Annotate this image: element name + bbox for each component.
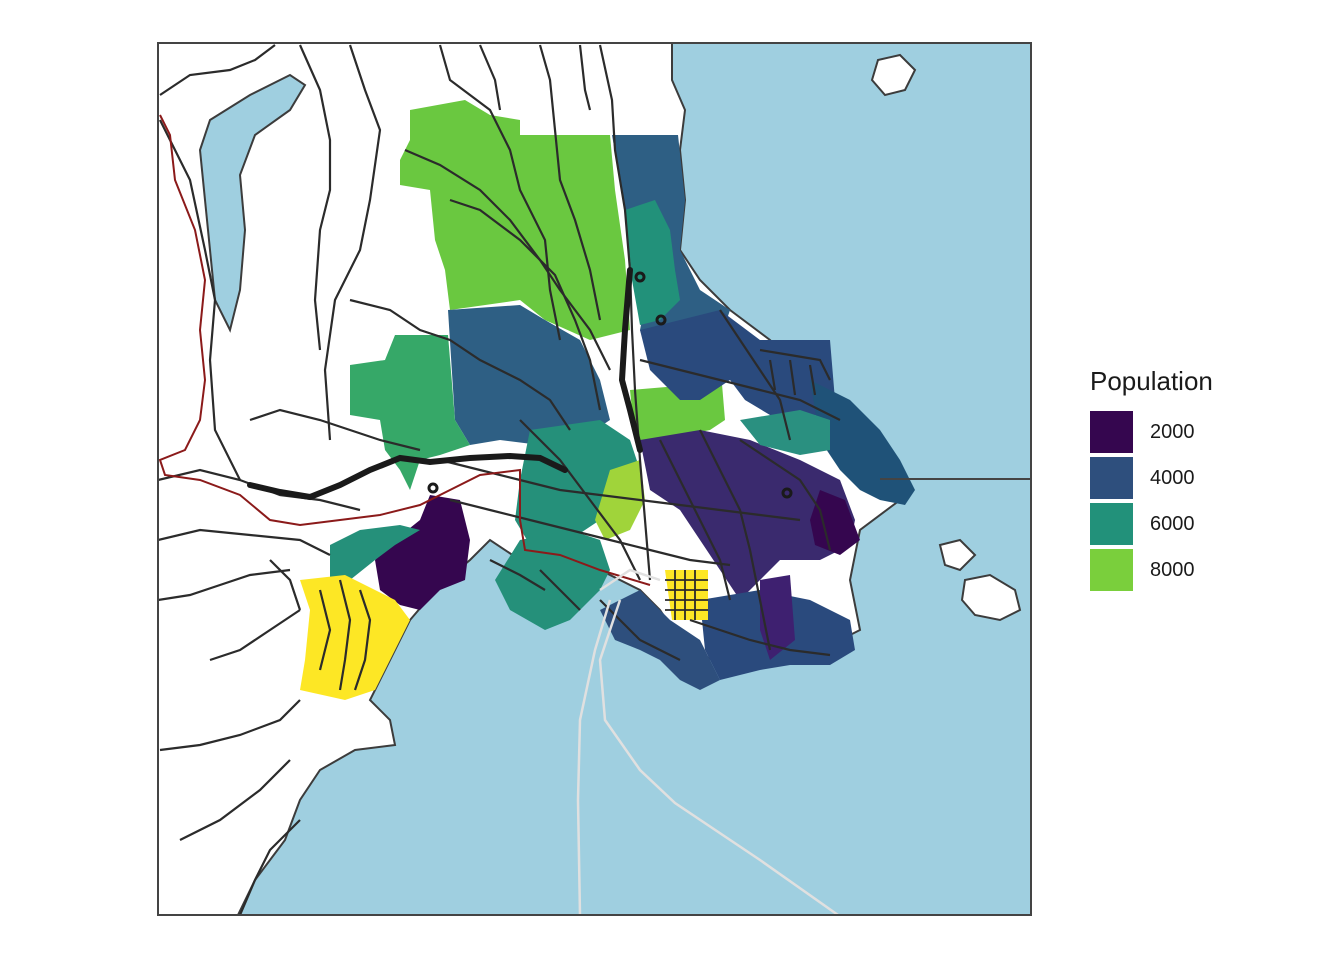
region-yellow (300, 575, 410, 700)
region-yellow (665, 570, 708, 620)
region-navy (640, 310, 835, 420)
legend-title: Population (1090, 366, 1213, 396)
region-purple-dark (640, 430, 855, 600)
island (938, 538, 977, 572)
region-navy (600, 590, 720, 690)
legend-item: 2000 (1090, 409, 1290, 455)
station-markers (427, 271, 793, 499)
legend-label: 8000 (1150, 558, 1195, 581)
legend-label: 6000 (1150, 512, 1195, 535)
legend-swatch-4000 (1090, 457, 1133, 499)
legend-item: 4000 (1090, 455, 1290, 501)
region-teal (330, 525, 420, 580)
region-blue (448, 305, 610, 445)
legend-swatch-6000 (1090, 503, 1133, 545)
region-green (350, 335, 470, 490)
island (960, 573, 1022, 622)
region-teal (495, 530, 610, 630)
legend: Population 2000 4000 6000 8000 (1090, 366, 1290, 593)
legend-label: 2000 (1150, 420, 1195, 443)
region-teal (740, 410, 830, 455)
region-dark-blue (810, 380, 915, 505)
legend-label: 4000 (1150, 466, 1195, 489)
station-marker (427, 482, 439, 494)
region-deep-purple (810, 490, 860, 555)
ferry-routes (576, 568, 839, 915)
region-light-green (400, 100, 630, 340)
legend-item: 8000 (1090, 547, 1290, 593)
railway (158, 114, 651, 586)
legend-swatch-2000 (1090, 411, 1133, 453)
city-grid (665, 570, 708, 620)
legend-item: 6000 (1090, 501, 1290, 547)
island (870, 53, 917, 97)
road-network (158, 44, 841, 915)
legend-swatch-8000 (1090, 549, 1133, 591)
region-teal (625, 200, 680, 325)
station-marker (634, 271, 646, 283)
station-marker (655, 314, 667, 326)
region-yellowgreen (595, 460, 645, 540)
map-panel-border (157, 42, 1032, 916)
region-deep-purple (375, 495, 470, 610)
highway (247, 267, 643, 501)
station-marker (781, 487, 793, 499)
inlet-water (198, 73, 307, 333)
